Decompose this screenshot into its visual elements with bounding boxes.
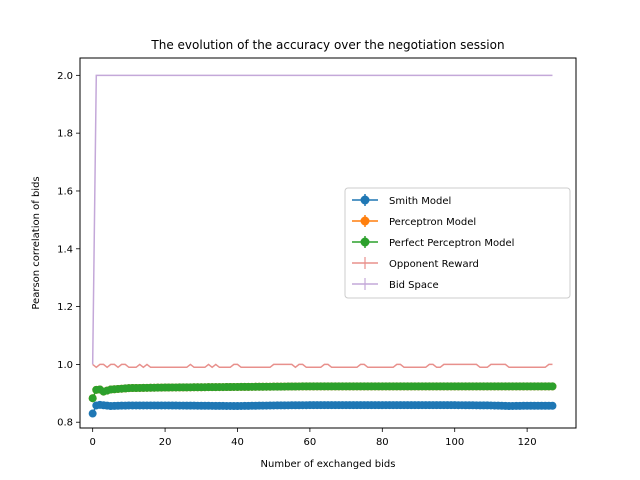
legend-item-bid-space: Bid Space xyxy=(352,278,439,291)
x-tick-label: 20 xyxy=(159,437,172,448)
series-layer xyxy=(88,74,557,418)
legend-marker xyxy=(360,195,370,205)
y-tick-label: 2.0 xyxy=(57,71,73,82)
legend-label: Perfect Perceptron Model xyxy=(389,238,514,249)
data-point xyxy=(88,394,97,403)
y-tick-label: 1.0 xyxy=(57,360,73,371)
series-perfect-perceptron-model xyxy=(88,382,557,403)
x-axis: 0 20 40 60 80 100 120 xyxy=(89,428,537,448)
legend-label: Perceptron Model xyxy=(389,217,476,228)
y-tick-label: 0.8 xyxy=(57,418,73,429)
legend-item-smith-model: Smith Model xyxy=(352,194,451,207)
series-smith-model xyxy=(88,400,557,418)
data-point xyxy=(548,401,557,410)
x-tick-label: 60 xyxy=(304,437,317,448)
plot-frame xyxy=(79,57,577,429)
series-bid-space xyxy=(91,74,553,365)
x-axis-label: Number of exchanged bids xyxy=(261,459,396,470)
data-point xyxy=(88,409,97,418)
y-axis-label: Pearson correlation of bids xyxy=(31,176,42,309)
y-tick-label: 1.8 xyxy=(57,129,73,140)
series-line-bid-space xyxy=(91,74,553,365)
legend-label: Smith Model xyxy=(389,196,451,207)
legend-item-opponent-reward: Opponent Reward xyxy=(352,257,479,270)
legend-label: Opponent Reward xyxy=(389,259,479,270)
legend-items: Smith Model Perceptron Model Perfect Perce… xyxy=(352,194,514,291)
data-point xyxy=(548,382,557,391)
legend-item-perfect-perceptron-model: Perfect Perceptron Model xyxy=(352,236,514,249)
x-tick-label: 100 xyxy=(445,437,464,448)
y-tick-label: 1.4 xyxy=(57,244,73,255)
chart-title: The evolution of the accuracy over the n… xyxy=(150,38,504,52)
series-opponent-reward xyxy=(92,363,553,369)
y-tick-label: 1.6 xyxy=(57,186,73,197)
series-line-opponent-reward xyxy=(92,363,553,369)
x-tick-label: 120 xyxy=(518,437,537,448)
legend: Smith Model Perceptron Model Perfect Perce… xyxy=(344,187,571,299)
plot-area xyxy=(79,57,577,429)
x-tick-label: 0 xyxy=(89,437,95,448)
legend-marker xyxy=(360,216,370,226)
y-tick-label: 1.2 xyxy=(57,302,73,313)
x-tick-label: 40 xyxy=(231,437,244,448)
legend-box xyxy=(344,187,571,299)
legend-label: Bid Space xyxy=(389,280,439,291)
legend-item-perceptron-model: Perceptron Model xyxy=(352,215,476,228)
legend-marker xyxy=(360,237,370,247)
y-axis: 0.8 1.0 1.2 1.4 1.6 1.8 2.0 xyxy=(57,71,80,429)
x-tick-label: 80 xyxy=(376,437,389,448)
